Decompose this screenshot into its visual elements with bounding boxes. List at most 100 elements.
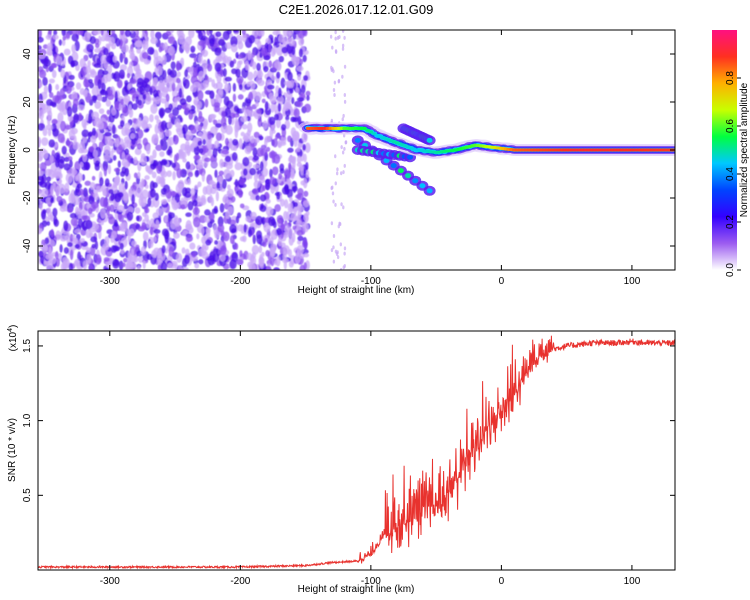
noise-speck — [175, 152, 180, 161]
noise-speck — [216, 181, 221, 189]
noise-speck — [239, 250, 243, 258]
noise-speck — [183, 78, 190, 89]
noise-speck — [95, 254, 102, 265]
noise-speck — [252, 234, 256, 245]
noise-speck — [206, 140, 213, 150]
noise-speck — [293, 206, 298, 215]
noise-speck — [199, 197, 207, 206]
snr-panel: -300 -200 -100 0 100 0.5 1.0 1.5 Height of str… — [7, 325, 676, 595]
noise-speck — [236, 60, 242, 69]
noise-speck — [112, 55, 118, 63]
noise-speck — [130, 248, 135, 258]
noise-speck — [184, 69, 189, 78]
noise-speck — [48, 139, 56, 148]
noise-speck — [117, 204, 125, 212]
branch-core — [426, 137, 433, 143]
noise-speck — [197, 181, 202, 188]
faint-speck — [332, 233, 336, 238]
noise-speck — [41, 210, 46, 221]
faint-speck — [342, 265, 345, 270]
noise-speck — [149, 218, 155, 228]
noise-speck — [259, 194, 267, 202]
spectrogram-y-tick: -20 — [22, 190, 675, 205]
noise-speck — [197, 161, 204, 169]
noise-speck — [280, 123, 287, 131]
snr-y-tick: 1.5 — [22, 339, 675, 353]
noise-speck — [38, 30, 43, 39]
noise-speck — [48, 78, 55, 84]
noise-speck — [194, 184, 199, 190]
track-core — [305, 126, 675, 154]
noise-speck — [77, 218, 83, 228]
faint-speck — [342, 205, 345, 210]
noise-speck — [297, 30, 305, 39]
noise-speck — [175, 252, 183, 263]
noise-speck — [85, 247, 91, 254]
noise-speck — [193, 81, 201, 87]
snr-y-label: SNR (10 * v/v) — [7, 418, 18, 482]
noise-speck — [61, 145, 67, 155]
noise-speck — [269, 176, 276, 185]
noise-speck — [274, 59, 280, 70]
faint-speck — [334, 202, 337, 207]
spectrogram-y-tick: 20 — [22, 96, 675, 108]
faint-speck — [340, 202, 343, 207]
noise-speck — [210, 161, 218, 168]
noise-speck — [201, 227, 205, 236]
noise-speck — [260, 144, 267, 150]
noise-speck — [79, 161, 84, 168]
noise-speck — [215, 31, 222, 38]
noise-speck — [132, 103, 138, 110]
noise-speck — [60, 100, 66, 111]
noise-speck — [225, 42, 233, 50]
noise-speck — [82, 260, 88, 270]
noise-speck — [102, 243, 110, 251]
noise-speck — [254, 137, 260, 143]
noise-speck — [225, 199, 233, 205]
spectrogram-x-tick-label: -300 — [100, 276, 120, 287]
faint-speck — [332, 87, 336, 92]
noise-speck — [229, 60, 235, 68]
noise-speck — [265, 266, 271, 270]
noise-speck — [137, 226, 145, 232]
noise-speck — [201, 49, 209, 57]
noise-speck — [274, 36, 278, 46]
noise-speck — [45, 197, 52, 205]
noise-speck — [254, 91, 262, 101]
noise-speck — [275, 134, 279, 140]
noise-speck — [69, 233, 74, 242]
noise-speck — [214, 140, 220, 149]
noise-speck — [296, 97, 305, 102]
noise-speck — [292, 32, 297, 40]
noise-speck — [69, 249, 74, 261]
noise-speck — [186, 234, 193, 242]
snr-x-tick: 100 — [624, 331, 641, 587]
spectrogram-y-tick: -40 — [22, 238, 675, 253]
noise-speck — [270, 256, 275, 267]
noise-speck — [273, 102, 277, 113]
noise-speck — [297, 235, 304, 242]
noise-speck — [298, 164, 304, 172]
noise-speck — [197, 196, 201, 201]
noise-speck — [141, 189, 149, 199]
noise-speck — [73, 135, 77, 145]
noise-speck — [95, 185, 101, 192]
noise-speck — [168, 212, 176, 219]
snr-series-line — [38, 335, 675, 570]
noise-speck — [305, 169, 310, 179]
noise-speck — [175, 60, 181, 72]
faint-speck — [335, 171, 339, 176]
faint-speck — [329, 34, 333, 39]
noise-speck — [119, 242, 124, 250]
faint-speck — [331, 191, 335, 196]
noise-speck — [72, 169, 78, 176]
noise-speck — [144, 207, 150, 214]
noise-speck — [177, 188, 183, 194]
noise-speck — [276, 227, 282, 236]
noise-speck — [224, 83, 231, 92]
noise-speck — [135, 188, 143, 198]
noise-speck — [138, 196, 144, 207]
noise-speck — [59, 120, 66, 132]
noise-speck — [220, 116, 227, 127]
noise-speck — [156, 55, 163, 66]
